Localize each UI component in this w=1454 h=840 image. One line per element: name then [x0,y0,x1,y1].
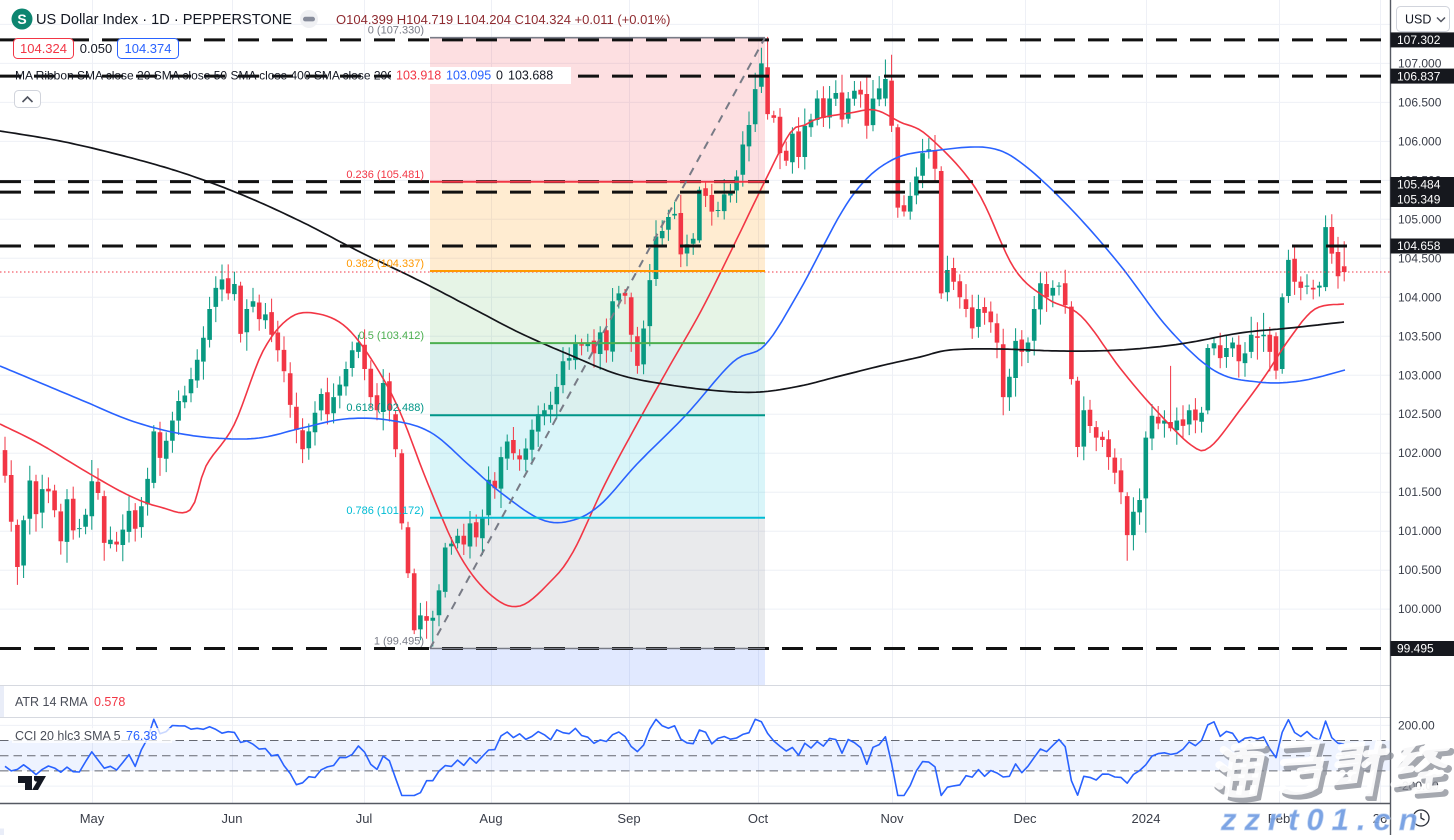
svg-text:0.382 (104.337): 0.382 (104.337) [346,258,424,270]
svg-text:104.374: 104.374 [125,41,172,56]
svg-text:0.5 (103.412): 0.5 (103.412) [359,330,424,342]
svg-text:101.000: 101.000 [1398,524,1442,538]
svg-text:1 (99.495): 1 (99.495) [374,636,424,648]
svg-text:0: 0 [496,69,503,83]
svg-text:O104.399 H104.719 L104.204: O104.399 H104.719 L104.204 C104.324 +0.0… [336,12,670,27]
svg-text:105.484: 105.484 [1397,178,1441,192]
svg-text:100.000: 100.000 [1398,602,1442,616]
svg-text:104.324: 104.324 [20,41,67,56]
svg-text:106.000: 106.000 [1398,134,1442,148]
svg-text:Oct: Oct [748,811,769,826]
svg-text:0.050: 0.050 [80,41,113,56]
svg-text:102.500: 102.500 [1398,407,1442,421]
svg-text:Aug: Aug [479,811,502,826]
svg-text:ATR 14 RMA: ATR 14 RMA [15,695,88,709]
svg-text:104.000: 104.000 [1398,290,1442,304]
svg-text:0.236 (105.481): 0.236 (105.481) [346,169,424,181]
svg-text:0.618 (102.488): 0.618 (102.488) [346,402,424,414]
svg-text:US Dollar Index · 1D · PEPPERS: US Dollar Index · 1D · PEPPERSTONE [36,12,292,28]
svg-text:103.095: 103.095 [446,69,491,83]
svg-text:2024: 2024 [1132,811,1161,826]
svg-text:107.302: 107.302 [1397,33,1441,47]
svg-text:0.578: 0.578 [94,695,125,709]
svg-text:106.500: 106.500 [1398,95,1442,109]
svg-text:Jun: Jun [222,811,243,826]
svg-text:Nov: Nov [880,811,904,826]
svg-text:105.000: 105.000 [1398,212,1442,226]
svg-text:200.00: 200.00 [1398,718,1435,732]
svg-text:Jul: Jul [356,811,373,826]
svg-text:103.918: 103.918 [396,69,441,83]
svg-text:CCI 20 hlc3 SMA 5: CCI 20 hlc3 SMA 5 [15,729,121,743]
svg-text:0.786 (101.172): 0.786 (101.172) [346,505,424,517]
svg-text:May: May [80,811,105,826]
svg-text:105.349: 105.349 [1397,193,1441,207]
svg-text:MA Ribbon SMA close 20 SMA clo: MA Ribbon SMA close 20 SMA close 50 SMA … [15,69,394,83]
svg-text:76.38: 76.38 [126,729,157,743]
svg-text:106.837: 106.837 [1397,69,1441,83]
svg-text:Sep: Sep [617,811,640,826]
svg-text:107.000: 107.000 [1398,56,1442,70]
svg-text:103.688: 103.688 [508,69,553,83]
svg-text:100.500: 100.500 [1398,563,1442,577]
svg-text:104.658: 104.658 [1397,239,1441,253]
svg-text:USD: USD [1405,13,1431,27]
svg-text:99.495: 99.495 [1397,642,1434,656]
svg-text:103.000: 103.000 [1398,368,1442,382]
svg-text:102.000: 102.000 [1398,446,1442,460]
svg-text:Dec: Dec [1013,811,1037,826]
svg-text:101.500: 101.500 [1398,485,1442,499]
svg-text:S: S [17,11,26,27]
svg-text:103.500: 103.500 [1398,329,1442,343]
svg-text:zzrt01.cn: zzrt01.cn [1220,802,1426,835]
